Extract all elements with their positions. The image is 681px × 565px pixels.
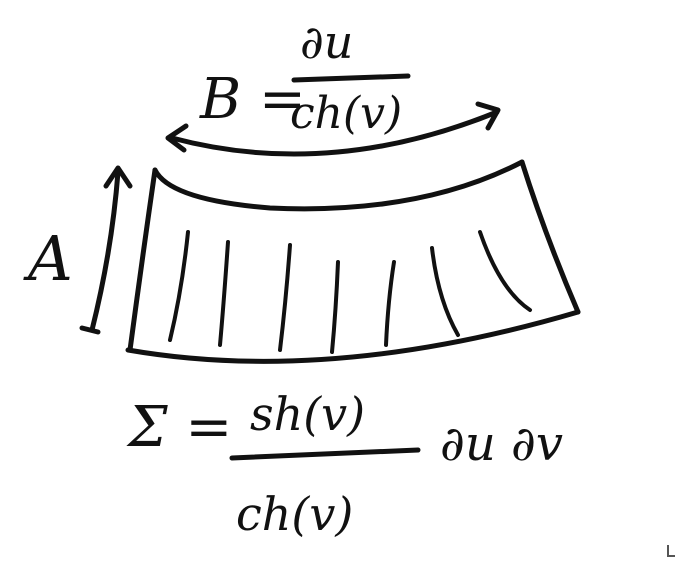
band-bottom-edge: [125, 309, 581, 364]
width-arrow-arc: [169, 109, 500, 157]
height-arrow: [79, 165, 133, 335]
corner-resize-mark: [667, 545, 675, 557]
hatch-line: [430, 246, 460, 337]
width-fraction-bar: [291, 73, 411, 83]
band-left-edge: [127, 167, 158, 353]
area-formula: Σ = sh(v) ch(v) ∂u ∂v: [126, 387, 563, 541]
width-numerator: ∂u: [300, 15, 353, 69]
hatch-line: [384, 260, 396, 347]
width-formula: B = ∂u ch(v): [199, 15, 411, 139]
area-denominator: ch(v): [236, 487, 353, 541]
width-label: B =: [199, 67, 306, 132]
height-arrow-shaft: [89, 169, 121, 333]
hatch-line: [218, 240, 230, 347]
area-fraction-bar: [229, 447, 421, 461]
height-arrow-top-head: [103, 165, 133, 189]
area-differential: ∂u ∂v: [440, 416, 563, 472]
hatch-line: [478, 230, 532, 312]
hatch-line: [278, 243, 292, 352]
band-top-edge: [152, 159, 525, 212]
width-denominator: ch(v): [290, 88, 402, 139]
hatch-line: [168, 230, 190, 342]
height-arrow-bottom-cap: [79, 325, 101, 335]
surface-band: [125, 159, 581, 364]
width-arrow-right-head: [475, 101, 501, 131]
width-arrow-left-head: [165, 123, 189, 153]
area-numerator: sh(v): [250, 387, 365, 441]
area-label: Σ =: [126, 395, 232, 460]
width-arrow: [165, 101, 501, 157]
band-right-edge: [519, 159, 581, 315]
hatch-line: [330, 260, 340, 354]
height-label: A: [23, 222, 73, 295]
